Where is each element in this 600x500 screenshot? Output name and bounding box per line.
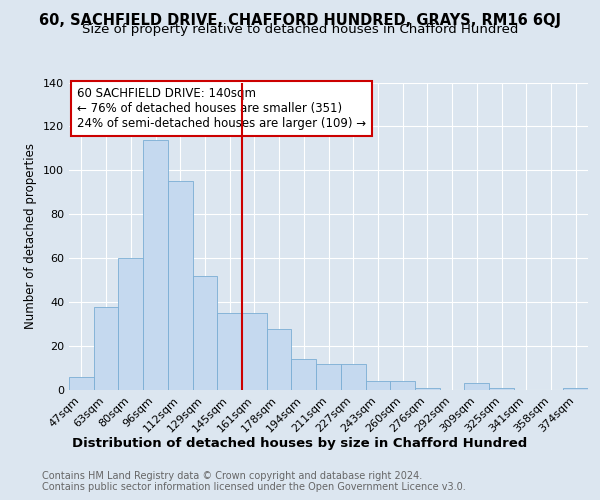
Bar [143, 140, 168, 390]
Bar [168, 182, 193, 390]
Bar [316, 364, 341, 390]
Bar [69, 377, 94, 390]
Text: 60 SACHFIELD DRIVE: 140sqm
← 76% of detached houses are smaller (351)
24% of sem: 60 SACHFIELD DRIVE: 140sqm ← 76% of deta… [77, 87, 366, 130]
Bar [292, 359, 316, 390]
Bar [267, 328, 292, 390]
Bar [489, 388, 514, 390]
Text: Size of property relative to detached houses in Chafford Hundred: Size of property relative to detached ho… [82, 24, 518, 36]
Bar [415, 388, 440, 390]
Text: Contains public sector information licensed under the Open Government Licence v3: Contains public sector information licen… [42, 482, 466, 492]
Bar [94, 306, 118, 390]
Bar [118, 258, 143, 390]
Y-axis label: Number of detached properties: Number of detached properties [25, 143, 37, 329]
Bar [242, 313, 267, 390]
Text: 60, SACHFIELD DRIVE, CHAFFORD HUNDRED, GRAYS, RM16 6QJ: 60, SACHFIELD DRIVE, CHAFFORD HUNDRED, G… [39, 12, 561, 28]
Bar [365, 381, 390, 390]
Bar [193, 276, 217, 390]
Text: Contains HM Land Registry data © Crown copyright and database right 2024.: Contains HM Land Registry data © Crown c… [42, 471, 422, 481]
Text: Distribution of detached houses by size in Chafford Hundred: Distribution of detached houses by size … [73, 438, 527, 450]
Bar [341, 364, 365, 390]
Bar [217, 313, 242, 390]
Bar [563, 388, 588, 390]
Bar [464, 384, 489, 390]
Bar [390, 381, 415, 390]
